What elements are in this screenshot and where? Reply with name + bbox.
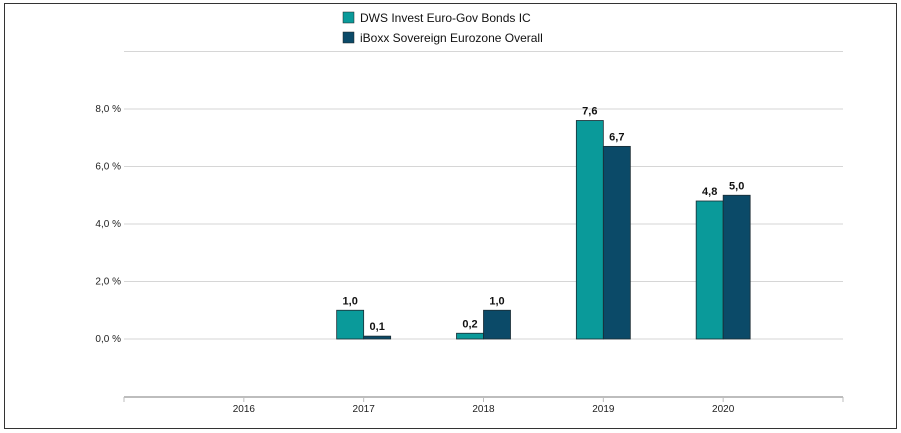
x-axis: 2016 2017 2018 2019 2020 (123, 396, 844, 415)
data-label-2-2020: 5,0 (729, 180, 744, 192)
bar-chart: DWS Invest Euro-Gov Bonds IC iBoxx Sovere… (95, 11, 844, 415)
y-tick-label-5: 8,0 % (95, 104, 121, 115)
bar-2-2019 (602, 145, 631, 340)
bar-2-2020 (722, 194, 751, 340)
legend-label-1: DWS Invest Euro-Gov Bonds IC (360, 11, 531, 25)
x-tick-label-5: 2020 (712, 404, 735, 415)
x-tick-label-4: 2019 (592, 404, 615, 415)
x-tick-label-1: 2016 (233, 404, 256, 415)
y-tick-label-2: 2,0 % (95, 277, 121, 288)
gridlines (124, 51, 843, 397)
data-label-1-2020: 4,8 (702, 186, 717, 198)
data-label-1-2018: 0,2 (462, 318, 477, 330)
x-tick-label-2: 2017 (353, 404, 376, 415)
chart-frame: DWS Invest Euro-Gov Bonds IC iBoxx Sovere… (4, 3, 897, 429)
legend-swatch-1 (342, 11, 355, 24)
data-labels: 1,0 0,2 7,6 4,8 0,1 1,0 6,7 5,0 (343, 106, 745, 334)
data-label-1-2019: 7,6 (582, 106, 597, 118)
bars (336, 120, 751, 340)
bar-2-2018 (483, 309, 511, 340)
data-label-2-2018: 1,0 (489, 295, 504, 307)
data-label-2-2017: 0,1 (370, 321, 385, 333)
legend: DWS Invest Euro-Gov Bonds IC iBoxx Sovere… (342, 11, 543, 45)
bar-1-2020 (695, 200, 724, 340)
y-tick-label-1: 0,0 % (95, 334, 121, 345)
data-label-2-2019: 6,7 (609, 131, 624, 143)
y-tick-label-4: 6,0 % (95, 162, 121, 173)
legend-label-2: iBoxx Sovereign Eurozone Overall (360, 31, 543, 45)
bar-2-2017 (363, 335, 392, 340)
y-tick-label-3: 4,0 % (95, 219, 121, 230)
bar-1-2018 (456, 332, 484, 340)
bar-1-2017 (336, 309, 365, 340)
data-label-1-2017: 1,0 (343, 295, 358, 307)
legend-swatch-2 (342, 31, 355, 44)
x-tick-label-3: 2018 (472, 404, 495, 415)
y-axis: 0,0 % 2,0 % 4,0 % 6,0 % 8,0 % (95, 104, 121, 345)
bar-1-2019 (575, 120, 604, 340)
